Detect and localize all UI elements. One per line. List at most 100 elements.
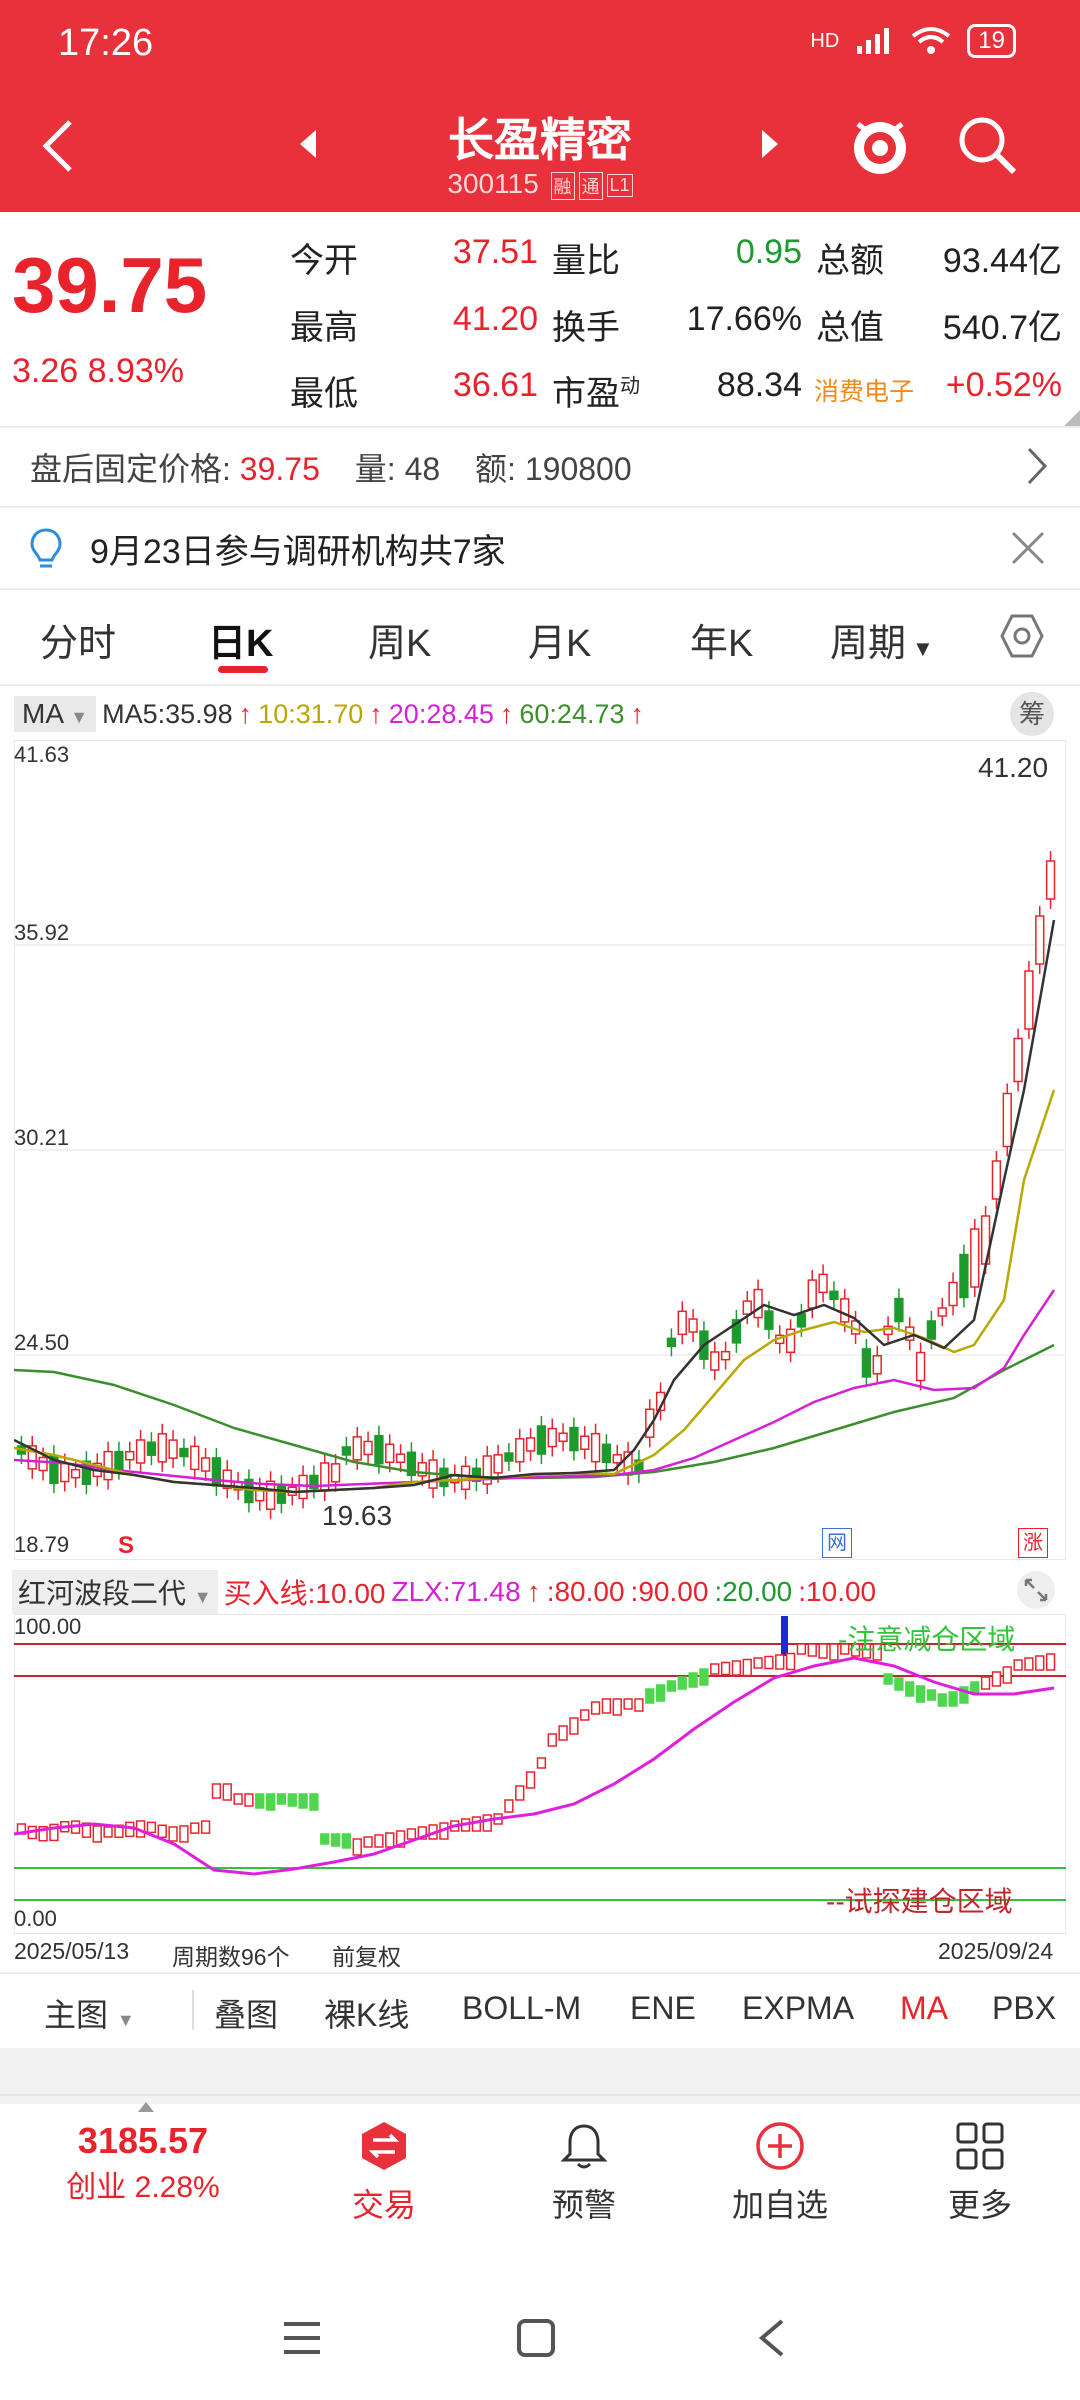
chevron-right-icon[interactable] (1026, 446, 1048, 486)
next-stock-icon[interactable] (758, 128, 782, 160)
chip-distribution-button[interactable]: 筹 (1010, 692, 1054, 736)
indicator-bar (764, 1655, 774, 1670)
settings-hex-icon[interactable] (998, 612, 1046, 660)
tab-daily-k[interactable]: 日K (208, 623, 274, 665)
ma60-value: 60:24.73 (519, 698, 625, 729)
pe-dynamic-sup: 动 (620, 375, 640, 398)
event-mark-e[interactable]: 涨 (1018, 1528, 1048, 1558)
reduce-zone-label: -注意减仓区域 (838, 1624, 1016, 1655)
indicator-bar (1035, 1655, 1045, 1671)
candle-body (818, 1273, 828, 1294)
indicator-bar (547, 1733, 557, 1747)
indicator-bar (959, 1686, 969, 1704)
mascot-icon[interactable] (848, 110, 912, 178)
tab-yearly-k[interactable]: 年K (690, 623, 754, 665)
app-header: 17:26 HD 19 长盈精密 300115 融通 L1 (0, 0, 1080, 212)
after-hours-row[interactable]: 盘后固定价格: 39.75 量: 48 额: 190800 (30, 444, 632, 490)
high-value: 41.20 (452, 300, 538, 338)
zlx-value: ZLX:71.48 (391, 1576, 521, 1607)
candle-body (915, 1351, 926, 1382)
candle-body (612, 1454, 622, 1464)
indicator-bar (1013, 1659, 1023, 1671)
indicator-bar (861, 1643, 872, 1659)
indicator-chart[interactable] (14, 1614, 1066, 1934)
ma-select[interactable]: MA ▼ (14, 696, 97, 732)
candlestick-chart[interactable] (14, 740, 1066, 1560)
nav-more[interactable]: 更多 (930, 2120, 1030, 2226)
candle-body (38, 1456, 48, 1472)
grid-icon (956, 2122, 1004, 2170)
indicator-bar (926, 1689, 937, 1701)
candle-body (135, 1439, 146, 1464)
trade-icon (362, 2122, 406, 2170)
date-end: 2025/09/24 (938, 1938, 1054, 1964)
notice-text[interactable]: 9月23日参与调研机构共7家 (90, 533, 506, 571)
prev-stock-icon[interactable] (296, 128, 320, 160)
indicator-bar (536, 1757, 547, 1769)
adjust-mode[interactable]: 前复权 (332, 1944, 401, 1970)
up-arrow-icon: ↑ (630, 698, 645, 729)
indicator-bar (894, 1677, 904, 1691)
nav-add-watchlist[interactable]: 加自选 (720, 2120, 840, 2226)
candle-body (645, 1408, 655, 1438)
y-tick: 24.50 (14, 1330, 70, 1355)
nav-alert[interactable]: 预警 (534, 2120, 634, 2226)
nav-index[interactable]: 3185.57 创业 2.28% (58, 2120, 228, 2206)
divider (0, 2094, 1080, 2096)
itab-pbx[interactable]: PBX (992, 1990, 1057, 2026)
indicator-bar (233, 1793, 243, 1805)
itab-ene[interactable]: ENE (630, 1990, 696, 2026)
indicator-bar (525, 1771, 536, 1789)
candle-body (688, 1318, 698, 1333)
candle-body (157, 1433, 167, 1463)
y-tick: 41.63 (14, 742, 70, 767)
candle-body (27, 1445, 37, 1470)
tab-weekly-k[interactable]: 周K (368, 623, 432, 665)
indicator-bar (330, 1833, 341, 1847)
tab-intraday[interactable]: 分时 (40, 623, 117, 665)
candle-body (558, 1432, 568, 1442)
divider (192, 1990, 194, 2030)
more-label: 更多 (947, 2187, 1012, 2223)
indicator-select[interactable]: 红河波段二代 ▼ (12, 1570, 218, 1614)
up-arrow-icon: ↑ (499, 698, 514, 729)
sector-link[interactable]: 消费电子 (814, 378, 915, 406)
tab-period[interactable]: 周期 ▼ (830, 612, 934, 667)
low-value: 36.61 (452, 366, 538, 404)
add-circle-icon (756, 2122, 804, 2170)
close-icon[interactable] (1010, 530, 1046, 566)
candle-body (200, 1457, 211, 1472)
itab-boll[interactable]: BOLL-M (462, 1990, 582, 2026)
menu-icon[interactable] (282, 2320, 322, 2356)
itab-overlay[interactable]: 叠图 (214, 1997, 279, 2033)
indicator-bar (601, 1698, 612, 1714)
candle-body (785, 1328, 796, 1354)
itab-main[interactable]: 主图 ▼ (44, 1997, 135, 2033)
home-icon[interactable] (516, 2318, 556, 2358)
nav-trade[interactable]: 交易 (334, 2120, 434, 2226)
indicator-bar (915, 1685, 926, 1703)
indicator-bar (742, 1658, 752, 1677)
itab-expma[interactable]: EXPMA (742, 1990, 855, 2026)
after-hours-price: 39.75 (239, 451, 320, 487)
back-icon[interactable] (40, 118, 76, 174)
candle-body (515, 1438, 525, 1463)
candle-body (395, 1453, 406, 1463)
itab-ma[interactable]: MA (900, 1990, 948, 2026)
add-label: 加自选 (731, 2187, 828, 2223)
index-name: 创业 2.28% (66, 2171, 220, 2204)
itab-bare-k[interactable]: 裸K线 (324, 1997, 410, 2033)
corner-expand-icon[interactable] (1064, 410, 1080, 426)
back-nav-icon[interactable] (756, 2318, 786, 2358)
indicator-bar (406, 1828, 417, 1840)
tab-monthly-k[interactable]: 月K (528, 623, 592, 665)
candle-body (753, 1288, 763, 1319)
event-mark-c[interactable]: 网 (822, 1528, 852, 1558)
turnover-rate-value: 17.66% (686, 300, 802, 338)
after-hours-amt-label: 额: (475, 451, 516, 487)
candle-body (731, 1319, 742, 1344)
expand-icon[interactable] (1016, 1570, 1056, 1610)
indicator-bar (244, 1793, 254, 1807)
indicator-bar (666, 1680, 677, 1692)
search-icon[interactable] (956, 114, 1018, 176)
